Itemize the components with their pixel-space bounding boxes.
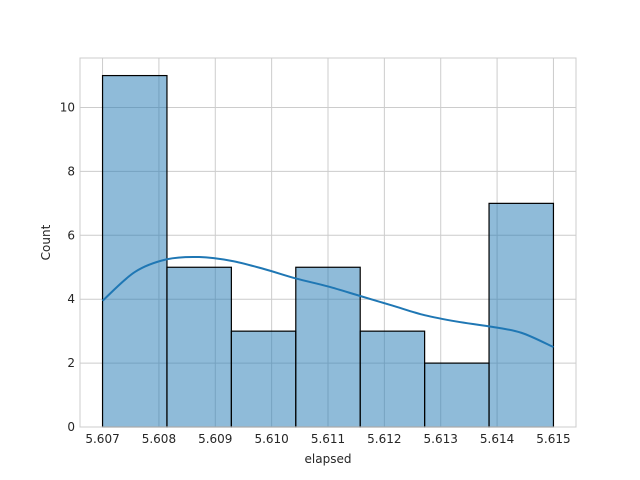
histogram-bar bbox=[424, 362, 490, 428]
histogram-bar bbox=[488, 202, 555, 428]
x-tick-label: 5.610 bbox=[254, 432, 288, 446]
y-tick-label: 0 bbox=[67, 420, 75, 434]
y-tick-label: 8 bbox=[67, 164, 75, 178]
x-tick-label: 5.608 bbox=[142, 432, 176, 446]
histogram-bar bbox=[359, 330, 426, 428]
x-tick-label: 5.615 bbox=[536, 432, 570, 446]
histogram-bar bbox=[230, 330, 297, 428]
x-tick-label: 5.612 bbox=[367, 432, 401, 446]
x-tick-label: 5.607 bbox=[85, 432, 119, 446]
x-axis-ticks: 5.607 5.608 5.609 5.610 5.611 5.612 5.613 5.614… bbox=[85, 432, 570, 446]
y-tick-label: 4 bbox=[67, 292, 75, 306]
x-tick-label: 5.611 bbox=[311, 432, 345, 446]
x-tick-label: 5.614 bbox=[480, 432, 514, 446]
kde-curve bbox=[101, 255, 554, 349]
x-tick-label: 5.613 bbox=[424, 432, 458, 446]
y-tick-label: 10 bbox=[60, 101, 75, 115]
y-axis-label: Count bbox=[39, 224, 53, 260]
plot-frame bbox=[79, 57, 577, 428]
y-tick-label: 6 bbox=[67, 228, 75, 242]
y-axis-ticks: 0 2 4 6 8 10 bbox=[60, 101, 75, 434]
x-tick-label: 5.609 bbox=[198, 432, 232, 446]
histogram-bar bbox=[166, 266, 232, 428]
histogram-bars bbox=[101, 74, 555, 428]
x-axis-label: elapsed bbox=[305, 452, 352, 466]
y-tick-label: 2 bbox=[67, 356, 75, 370]
histogram-bar bbox=[101, 74, 168, 428]
histogram-bar bbox=[295, 266, 361, 428]
